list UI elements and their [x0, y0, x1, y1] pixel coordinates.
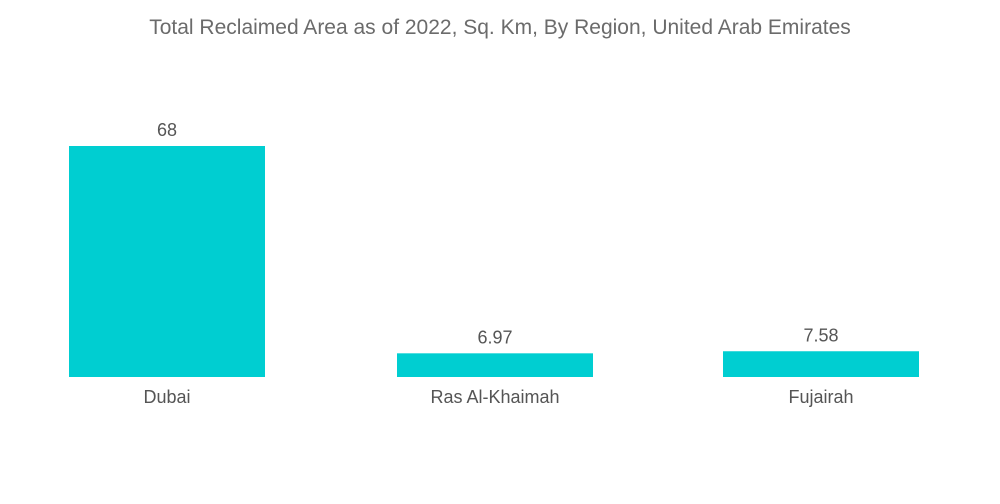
data-label: 7.58 [803, 325, 838, 345]
category-label: Dubai [143, 387, 190, 407]
bar-ras-al-khaimah [397, 353, 593, 377]
chart-title: Total Reclaimed Area as of 2022, Sq. Km,… [149, 16, 851, 39]
data-label: 6.97 [477, 327, 512, 347]
bar-fujairah [723, 351, 919, 377]
category-label: Fujairah [788, 387, 853, 407]
category-label: Ras Al-Khaimah [430, 387, 559, 407]
bar-dubai [69, 146, 265, 377]
data-label: 68 [157, 120, 177, 140]
